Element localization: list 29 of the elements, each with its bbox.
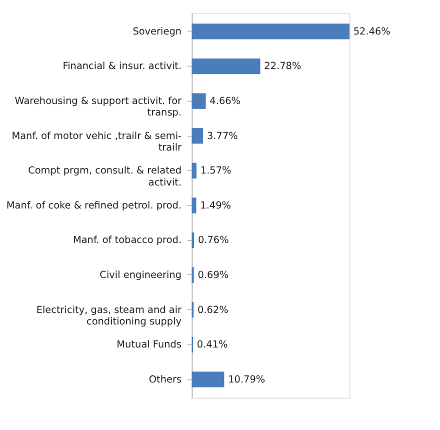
bar	[192, 93, 206, 109]
data-label: 0.69%	[198, 270, 229, 281]
data-label: 52.46%	[353, 26, 390, 38]
bar	[192, 128, 204, 144]
data-label: 0.76%	[198, 235, 229, 246]
bar	[192, 58, 260, 74]
y-tick-label: Financial & insur. activit.	[62, 61, 182, 72]
data-label: 1.57%	[200, 166, 232, 177]
y-tick-label: Manf. of tobacco prod.	[72, 235, 182, 246]
y-tick-label: Soveriegn	[132, 26, 182, 38]
data-label: 3.77%	[206, 130, 238, 142]
y-tick-label: Warehousing & support activit. for transp.	[14, 96, 182, 119]
y-tick-label: Compt prgm, consult. & related activit.	[28, 166, 182, 188]
data-label: 0.41%	[196, 340, 228, 351]
y-tick-label: Civil engineering	[100, 270, 182, 281]
y-tick-label: Mutual Funds	[116, 340, 182, 351]
data-label: 10.79%	[228, 374, 266, 386]
y-tick-label: Manf. of motor vehic ,trailr & semi-trailr	[12, 130, 182, 154]
data-label: 0.62%	[198, 304, 228, 316]
data-label: 1.49%	[200, 200, 232, 212]
y-tick-label: Others	[148, 374, 182, 386]
bar	[192, 162, 196, 178]
bar	[192, 372, 224, 388]
bar	[192, 24, 350, 40]
y-tick-label: Electricity, gas, steam and air conditioning supply	[36, 304, 182, 328]
y-tick-label: Manf. of coke & refined petrol. prod.	[6, 200, 182, 212]
data-label: 22.78%	[264, 61, 302, 72]
data-label: 4.66%	[210, 96, 241, 107]
bar	[192, 198, 196, 214]
